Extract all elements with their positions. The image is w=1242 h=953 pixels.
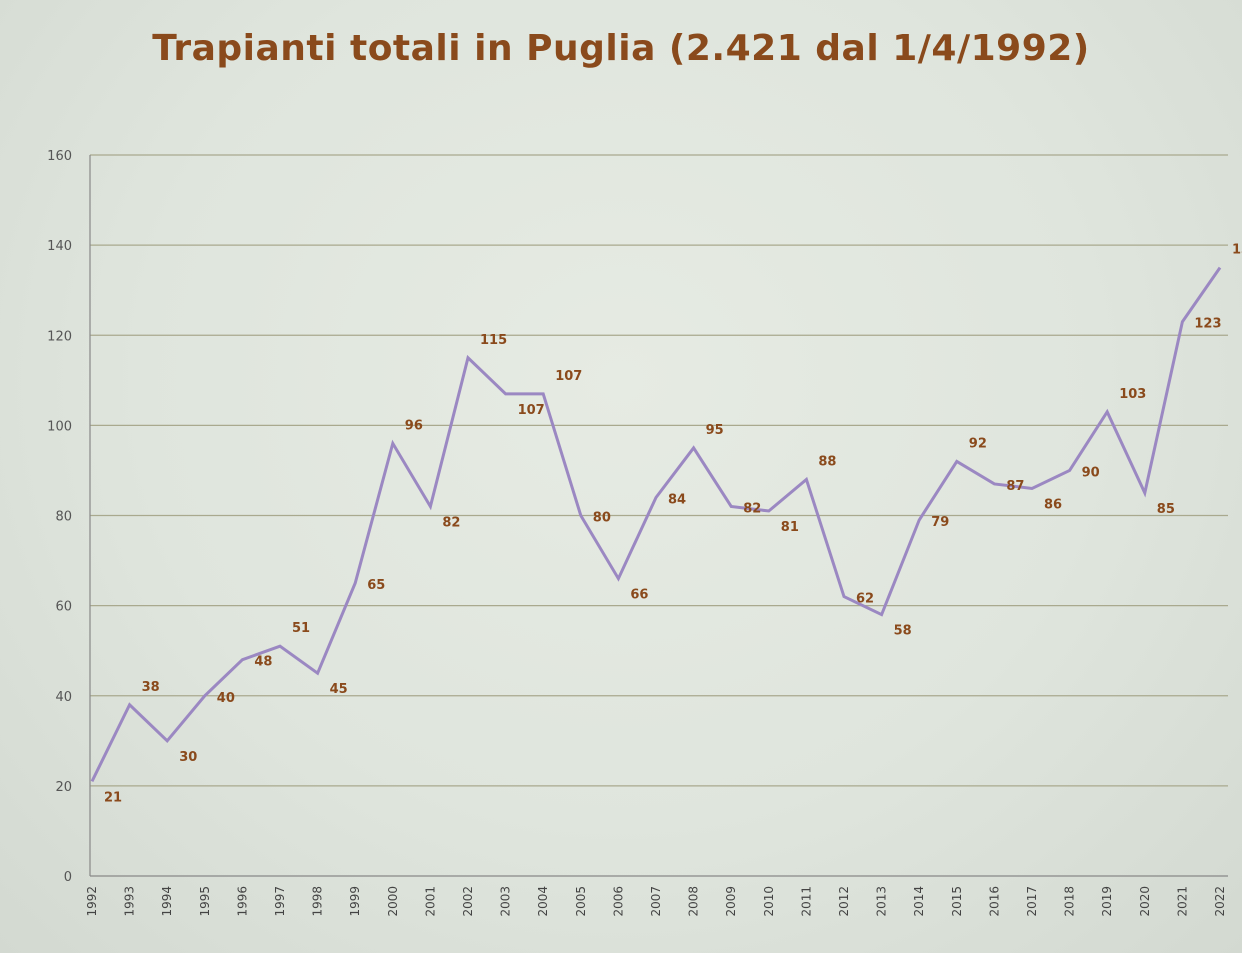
data-label: 84 <box>668 492 686 507</box>
x-tick-label: 2007 <box>649 886 663 917</box>
x-tick-label: 2001 <box>423 886 437 917</box>
x-tick-label: 2005 <box>574 886 588 917</box>
data-label: 85 <box>1157 502 1175 517</box>
y-tick-label: 160 <box>47 149 72 164</box>
x-tick-label: 2021 <box>1175 886 1189 917</box>
x-tick-label: 2008 <box>687 886 701 917</box>
data-label: 115 <box>480 333 507 348</box>
x-tick-label: 2009 <box>724 886 738 917</box>
y-tick-label: 120 <box>47 329 72 344</box>
data-label: 123 <box>1194 317 1221 332</box>
data-label: 107 <box>555 369 582 384</box>
series-line-path <box>90 266 1222 783</box>
x-tick-label: 1996 <box>235 886 249 917</box>
x-tick-label: 2015 <box>950 886 964 917</box>
y-tick-label: 80 <box>55 510 72 525</box>
data-label: 95 <box>706 423 724 438</box>
x-tick-label: 2018 <box>1063 886 1077 917</box>
x-tick-label: 2011 <box>799 886 813 917</box>
data-label: 96 <box>405 418 423 433</box>
y-tick-label: 140 <box>47 239 72 254</box>
data-label: 135 <box>1232 243 1242 258</box>
data-label: 82 <box>743 501 761 516</box>
x-tick-label: 2006 <box>611 886 625 917</box>
y-tick-label: 0 <box>64 870 72 885</box>
y-tick-label: 40 <box>55 690 72 705</box>
data-label: 90 <box>1082 465 1100 480</box>
data-label: 92 <box>969 436 987 451</box>
x-tick-label: 2022 <box>1213 886 1227 917</box>
y-tick-label: 100 <box>47 419 72 434</box>
data-label: 65 <box>367 578 385 593</box>
x-tick-label: 2019 <box>1100 886 1114 917</box>
x-tick-label: 2012 <box>837 886 851 917</box>
x-tick-label: 2014 <box>912 886 926 917</box>
x-tick-label: 1998 <box>311 886 325 917</box>
data-label: 58 <box>894 624 912 639</box>
series-line <box>90 266 1222 783</box>
data-label: 86 <box>1044 497 1062 512</box>
data-label: 103 <box>1119 387 1146 402</box>
x-tick-label: 1992 <box>85 886 99 917</box>
data-label: 38 <box>142 680 160 695</box>
x-tick-label: 1999 <box>348 886 362 917</box>
data-labels: 21 38 30 40 48 51 45 65 96 82 115 107 107 80 66 84 95 82 8… <box>104 243 1242 806</box>
x-tick-label: 1997 <box>273 886 287 917</box>
data-label: 66 <box>630 588 648 603</box>
x-tick-label: 1995 <box>198 886 212 917</box>
chart-title: Trapianti totali in Puglia (2.421 dal 1/… <box>152 28 1090 69</box>
x-tick-label: 2013 <box>875 886 889 917</box>
x-axis-ticks: 1992 1993 1994 1995 1996 1997 1998 1999 2000 2001… <box>85 886 1227 917</box>
y-tick-label: 60 <box>55 600 72 615</box>
data-label: 81 <box>781 520 799 535</box>
data-label: 45 <box>330 682 348 697</box>
data-label: 30 <box>179 750 197 765</box>
axes <box>89 155 1228 877</box>
data-label: 88 <box>818 454 836 469</box>
data-label: 87 <box>1006 479 1024 494</box>
x-tick-label: 2000 <box>386 886 400 917</box>
x-tick-label: 1994 <box>160 886 174 917</box>
data-label: 62 <box>856 592 874 607</box>
data-label: 40 <box>217 691 235 706</box>
x-tick-label: 2016 <box>987 886 1001 917</box>
data-label: 107 <box>518 403 545 418</box>
x-tick-label: 2002 <box>461 886 475 917</box>
gridlines <box>90 154 1228 787</box>
x-tick-label: 1993 <box>123 886 137 917</box>
data-label: 79 <box>931 515 949 530</box>
data-label: 48 <box>254 655 272 670</box>
data-label: 82 <box>442 515 460 530</box>
data-label: 80 <box>593 511 611 526</box>
x-tick-label: 2020 <box>1138 886 1152 917</box>
x-tick-label: 2004 <box>536 886 550 917</box>
y-tick-label: 20 <box>55 780 72 795</box>
x-tick-label: 2010 <box>762 886 776 917</box>
x-tick-label: 2003 <box>499 886 513 917</box>
data-label: 51 <box>292 621 310 636</box>
x-tick-label: 2017 <box>1025 886 1039 917</box>
y-axis-ticks: 0 20 40 60 80 100 120 140 160 <box>47 149 72 885</box>
data-label: 21 <box>104 790 122 805</box>
